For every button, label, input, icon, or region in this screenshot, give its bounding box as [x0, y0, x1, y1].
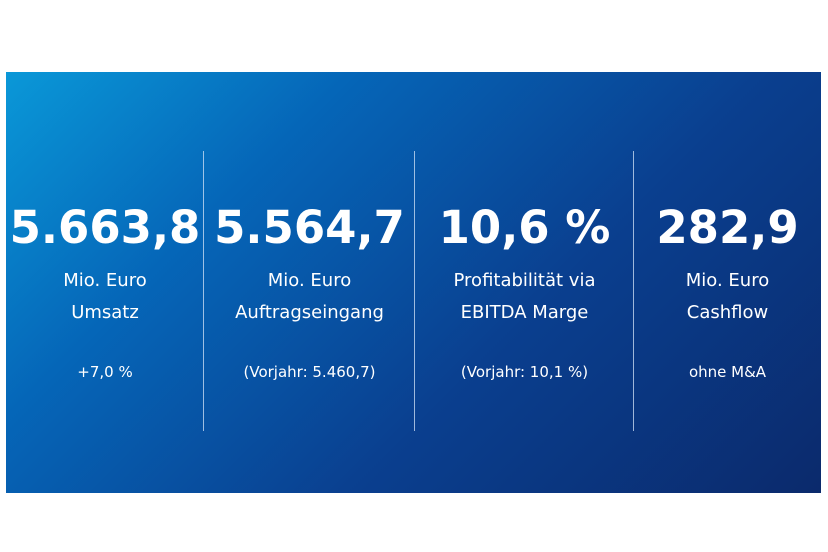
kpi-ebitda-margin-note: (Vorjahr: 10,1 %): [460, 363, 589, 381]
kpi-cashflow-label: Mio. Euro Cashflow: [634, 265, 821, 329]
kpi-ebitda-margin-label: Profitabilität via EBITDA Marge: [415, 265, 634, 329]
kpi-cashflow: 282,9 Mio. Euro Cashflow ohne M&A: [634, 72, 821, 493]
kpi-order-intake-label-line1: Mio. Euro: [267, 270, 352, 291]
kpi-ebitda-margin: 10,6 % Profitabilität via EBITDA Marge (…: [415, 72, 634, 493]
kpi-order-intake-label: Mio. Euro Auftragseingang: [204, 265, 415, 329]
kpi-revenue-label-line2: Umsatz: [71, 302, 139, 323]
kpi-divider-2: [414, 151, 415, 431]
kpi-revenue-label-line1: Mio. Euro: [63, 270, 147, 291]
kpi-revenue-value: 5.663,8: [9, 201, 201, 254]
kpi-divider-3: [633, 151, 634, 431]
kpi-order-intake-value: 5.564,7: [214, 201, 405, 254]
kpi-panel: 5.663,8 Mio. Euro Umsatz +7,0 % 5.564,7 …: [6, 72, 821, 493]
kpi-revenue: 5.663,8 Mio. Euro Umsatz +7,0 %: [6, 72, 204, 493]
kpi-ebitda-margin-label-line2: EBITDA Marge: [460, 302, 589, 323]
kpi-ebitda-margin-value: 10,6 %: [438, 201, 611, 254]
kpi-order-intake-label-line2: Auftragseingang: [235, 302, 384, 323]
kpi-cashflow-label-line2: Cashflow: [686, 302, 769, 323]
kpi-cashflow-note: ohne M&A: [688, 363, 767, 381]
kpi-order-intake-note: (Vorjahr: 5.460,7): [243, 363, 376, 381]
kpi-divider-1: [203, 151, 204, 431]
kpi-cashflow-value: 282,9: [656, 201, 799, 254]
kpi-cashflow-label-line1: Mio. Euro: [685, 270, 770, 291]
kpi-ebitda-margin-label-line1: Profitabilität via: [453, 270, 596, 291]
kpi-order-intake: 5.564,7 Mio. Euro Auftragseingang (Vorja…: [204, 72, 415, 493]
kpi-revenue-note: +7,0 %: [77, 363, 133, 381]
kpi-revenue-label: Mio. Euro Umsatz: [6, 265, 204, 329]
